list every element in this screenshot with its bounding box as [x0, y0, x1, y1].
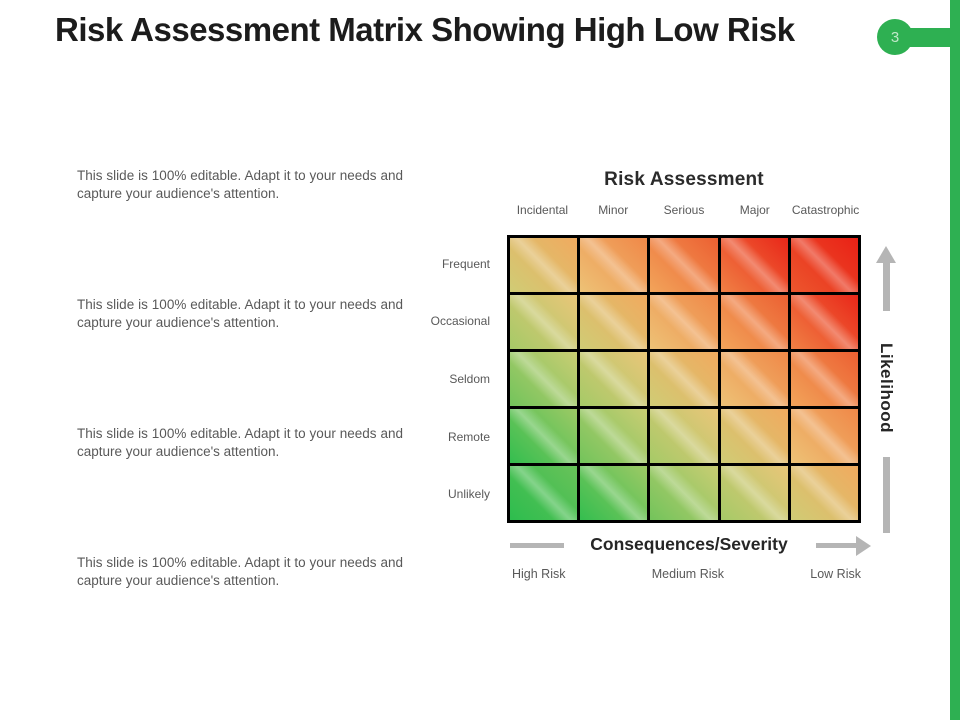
- risk-cell-seldom-serious: [650, 352, 718, 406]
- matrix-title: Risk Assessment: [604, 169, 764, 190]
- legend-medium-risk: Medium Risk: [651, 567, 725, 581]
- risk-cell-seldom-minor: [580, 352, 648, 406]
- row-label-occasional: Occasional: [430, 314, 490, 329]
- risk-cell-occasional-serious: [650, 295, 718, 349]
- risk-matrix-grid: [507, 235, 861, 523]
- column-header-incidental: Incidental: [516, 203, 569, 217]
- risk-cell-remote-major: [720, 409, 788, 463]
- editable-note-3: This slide is 100% editable. Adapt it to…: [77, 426, 403, 459]
- row-label-remote: Remote: [447, 429, 490, 444]
- risk-cell-remote-minor: [580, 409, 648, 463]
- risk-cell-remote-serious: [650, 409, 718, 463]
- severity-axis-label: Consequences/Severity: [590, 534, 788, 554]
- legend-low-risk: Low Risk: [810, 567, 861, 581]
- severity-axis-line: [510, 543, 564, 548]
- column-header-catastrophic: Catastrophic: [791, 203, 860, 217]
- right-edge-strip: [950, 0, 960, 720]
- risk-cell-frequent-minor: [580, 238, 648, 292]
- page-number: 3: [890, 28, 900, 46]
- risk-cell-unlikely-catastrophic: [790, 466, 858, 520]
- row-label-seldom: Seldom: [449, 371, 490, 386]
- column-header-minor: Minor: [598, 203, 629, 217]
- matrix-column-headers: Incidental Minor Serious Major Catastrop…: [507, 203, 861, 217]
- risk-cell-seldom-incidental: [510, 352, 578, 406]
- likelihood-up-arrow-icon: [876, 246, 896, 263]
- risk-cell-unlikely-serious: [650, 466, 718, 520]
- risk-cell-remote-incidental: [510, 409, 578, 463]
- severity-right-arrow-shaft: [816, 543, 857, 548]
- editable-note-2: This slide is 100% editable. Adapt it to…: [77, 297, 403, 330]
- risk-cell-frequent-incidental: [510, 238, 578, 292]
- editable-note-4: This slide is 100% editable. Adapt it to…: [77, 555, 403, 588]
- legend-high-risk: High Risk: [512, 567, 566, 581]
- likelihood-up-arrow-shaft: [883, 262, 890, 311]
- risk-cell-frequent-serious: [650, 238, 718, 292]
- risk-cell-frequent-catastrophic: [790, 238, 858, 292]
- likelihood-axis-line: [883, 457, 890, 533]
- risk-cell-occasional-catastrophic: [790, 295, 858, 349]
- likelihood-axis-label: Likelihood: [877, 343, 896, 433]
- row-label-frequent: Frequent: [441, 256, 490, 271]
- risk-legend: High Risk Medium Risk Low Risk: [507, 567, 861, 581]
- severity-right-arrow-icon: [856, 536, 871, 556]
- risk-cell-unlikely-minor: [580, 466, 648, 520]
- row-label-unlikely: Unlikely: [447, 487, 490, 502]
- risk-cell-occasional-incidental: [510, 295, 578, 349]
- page-number-badge: 3: [877, 19, 913, 55]
- column-header-serious: Serious: [663, 203, 705, 217]
- editable-note-1: This slide is 100% editable. Adapt it to…: [77, 168, 403, 201]
- risk-cell-remote-catastrophic: [790, 409, 858, 463]
- risk-cell-seldom-major: [720, 352, 788, 406]
- page-title: Risk Assessment Matrix Showing High Low …: [55, 11, 795, 48]
- risk-cell-unlikely-major: [720, 466, 788, 520]
- risk-cell-occasional-minor: [580, 295, 648, 349]
- column-header-major: Major: [739, 203, 770, 217]
- risk-cell-unlikely-incidental: [510, 466, 578, 520]
- risk-cell-occasional-major: [720, 295, 788, 349]
- risk-cell-frequent-major: [720, 238, 788, 292]
- risk-cell-seldom-catastrophic: [790, 352, 858, 406]
- matrix-row-labels: Frequent Occasional Seldom Remote Unlike…: [365, 235, 493, 523]
